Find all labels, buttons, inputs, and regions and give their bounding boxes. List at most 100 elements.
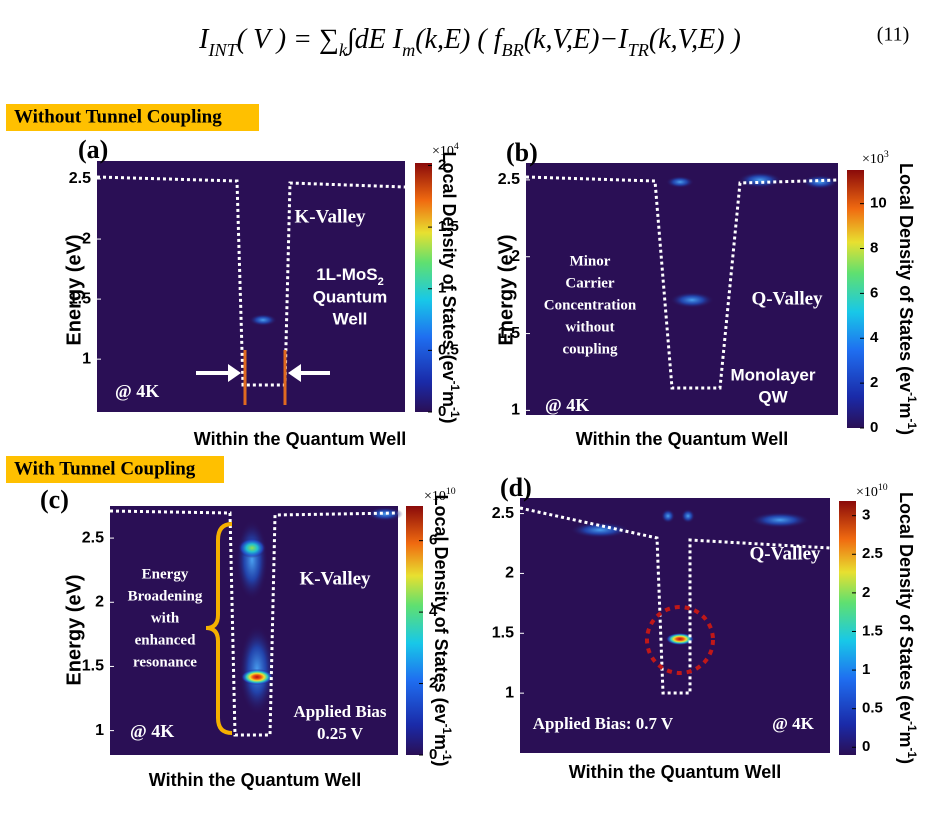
panel: (b) 2.5 2 1.5 1 Energy (eV) Within the Quantum… — [495, 138, 918, 449]
annotation: Quantum — [313, 287, 388, 306]
annotation: @ 4K — [115, 381, 159, 401]
y-tick-label: 2 — [95, 593, 104, 610]
colorbar-tick-label: 8 — [870, 239, 878, 256]
script-text: -1 — [905, 748, 918, 759]
script-text: -1 — [905, 419, 918, 430]
annotation: Concentration — [544, 297, 637, 313]
text-part: ) — [896, 429, 916, 435]
colorbar-multiplier: ×1010 — [424, 486, 456, 504]
annotation: Applied Bias: 0.7 V — [533, 714, 674, 733]
text-part: Local Density of States (ev — [439, 152, 459, 381]
text-part: (k,V,E) ) — [649, 24, 741, 55]
annotation: 0.25 V — [317, 724, 364, 743]
colorbar-tick-label: 10 — [870, 195, 887, 212]
annotation: @ 4K — [130, 721, 174, 741]
colorbar-label: Local Density of States (ev-1m-1) — [896, 492, 918, 764]
colorbar — [406, 506, 423, 755]
text-part: ( V ) = ∑ — [237, 24, 339, 55]
colorbar — [415, 163, 432, 412]
colorbar-tick-label: 2 — [429, 675, 437, 692]
arrow — [196, 364, 241, 382]
colorbar-tick-label: 2 — [870, 374, 878, 391]
colorbar-tick-label: 4 — [870, 329, 879, 346]
colorbar-tick-label: 0 — [429, 746, 437, 763]
colorbar-tick-label: 4 — [429, 603, 438, 620]
y-tick-label: 1 — [95, 722, 104, 739]
density-blob — [236, 520, 268, 600]
y-tick-label: 1.5 — [82, 658, 104, 675]
colorbar-label: Local Density of States (ev-1m-1) — [896, 163, 918, 435]
text-part: m — [896, 732, 916, 748]
multiplier-exponent: 3 — [884, 149, 889, 160]
multiplier-exponent: 4 — [454, 141, 459, 152]
section-title: Without Tunnel Coupling — [14, 106, 222, 127]
script-text: -1 — [905, 392, 918, 403]
density-blob — [367, 507, 403, 521]
x-axis-label: Within the Quantum Well — [194, 429, 407, 449]
y-tick-label: 1 — [82, 350, 91, 367]
density-blob — [666, 633, 694, 645]
y-tick-label: 1.5 — [69, 290, 91, 307]
section-box — [6, 456, 224, 483]
annotation: Broadening — [128, 588, 203, 604]
annotation: @ 4K — [545, 395, 589, 415]
multiplier-exponent: 10 — [446, 486, 456, 497]
density-blob — [666, 176, 694, 188]
annotation: K-Valley — [299, 568, 371, 589]
colorbar-tick-label: 1.5 — [862, 622, 883, 639]
y-tick-label: 2.5 — [498, 171, 520, 188]
text-part: ) — [896, 758, 916, 764]
multiplier-base: ×10 — [424, 489, 446, 504]
colorbar — [847, 170, 864, 428]
text-part: (k,V,E)−I — [524, 24, 630, 55]
y-axis-label: Energy (eV) — [495, 234, 517, 345]
well-outline — [96, 175, 406, 387]
text-part: ) — [431, 760, 451, 766]
annotation: Minor — [570, 253, 611, 269]
text-part: ∫dE I — [345, 24, 404, 56]
heatmap — [520, 498, 830, 753]
text-part: Local Density of States (ev — [431, 495, 451, 724]
highlight-circle — [645, 605, 715, 675]
annotation: Monolayer — [730, 365, 815, 384]
y-tick-label: 2.5 — [492, 505, 514, 522]
text-part: m — [431, 734, 451, 750]
panel-label: (b) — [506, 138, 538, 167]
well-outline — [525, 175, 839, 390]
panel-label: (a) — [78, 135, 108, 164]
annotation: Q-Valley — [751, 288, 823, 309]
colorbar-tick-label: 1 — [438, 280, 446, 297]
colorbar-tick-label: 1.5 — [438, 218, 459, 235]
script-text: INT — [207, 40, 238, 60]
multiplier-base: ×10 — [856, 485, 878, 500]
y-tick-label: 2 — [505, 565, 514, 582]
annotation: 1L-MoS2 — [316, 265, 384, 287]
brace — [205, 522, 233, 735]
colorbar-multiplier: ×1010 — [856, 482, 888, 500]
colorbar-multiplier: ×103 — [862, 149, 889, 167]
panel: (d) 2.5 2 1.5 1 Within the Quantum Well 3 2.5 2 1… — [492, 473, 919, 782]
annotation: QW — [758, 387, 788, 406]
text-part: (k,E) ( f — [415, 24, 505, 55]
equation: IINT( V ) = ∑k∫dE Im(k,E) ( fBR(k,V,E)−I… — [198, 24, 741, 60]
colorbar-tick-label: 6 — [870, 284, 878, 301]
script-text: -1 — [440, 750, 453, 761]
script-text: -1 — [448, 381, 461, 392]
density-blob — [570, 522, 630, 538]
annotation: enhanced — [135, 632, 197, 648]
density-blob — [681, 509, 695, 523]
y-axis-label: Energy (eV) — [63, 574, 85, 685]
colorbar — [839, 501, 856, 755]
section-title: With Tunnel Coupling — [14, 458, 196, 479]
density-blob — [249, 314, 277, 326]
y-tick-label: 2 — [82, 230, 91, 247]
text-part: m — [439, 391, 459, 407]
multiplier-base: ×10 — [862, 152, 884, 167]
equation-number: (11) — [877, 24, 910, 46]
text-part: ) — [439, 417, 459, 423]
x-axis-label: Within the Quantum Well — [149, 770, 362, 790]
colorbar-label: Local Density of States (ev-1m-1) — [439, 152, 461, 424]
density-blob — [670, 292, 714, 308]
x-axis-label: Within the Quantum Well — [576, 429, 789, 449]
